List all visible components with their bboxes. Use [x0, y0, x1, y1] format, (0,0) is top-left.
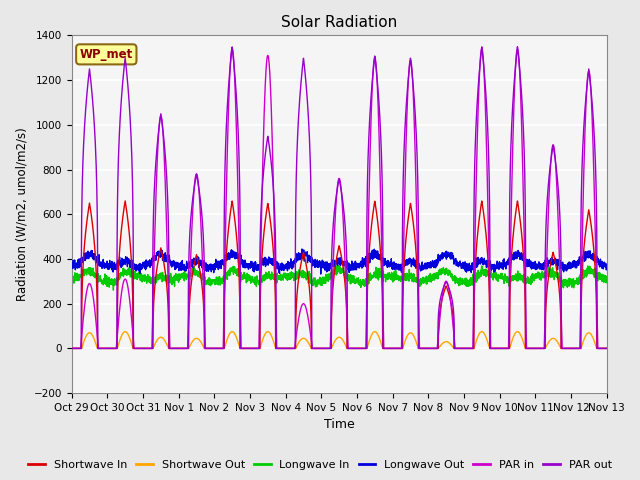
Shortwave Out: [412, 337, 419, 343]
Shortwave Out: [603, 346, 611, 351]
Line: PAR out: PAR out: [72, 47, 607, 348]
PAR in: [68, 346, 76, 351]
PAR out: [306, 147, 314, 153]
Longwave In: [109, 287, 117, 293]
Longwave Out: [412, 262, 419, 267]
PAR out: [412, 114, 419, 120]
Shortwave In: [435, 319, 443, 324]
PAR in: [603, 346, 611, 351]
PAR in: [412, 157, 419, 163]
PAR in: [306, 326, 314, 332]
PAR out: [68, 346, 76, 351]
Title: Solar Radiation: Solar Radiation: [281, 15, 397, 30]
Line: Shortwave In: Shortwave In: [72, 201, 607, 348]
Shortwave Out: [122, 329, 129, 335]
Legend: Shortwave In, Shortwave Out, Longwave In, Longwave Out, PAR in, PAR out: Shortwave In, Shortwave Out, Longwave In…: [24, 456, 616, 474]
Line: PAR in: PAR in: [72, 49, 607, 348]
Longwave In: [348, 275, 356, 281]
Shortwave Out: [136, 346, 144, 351]
Longwave In: [68, 276, 76, 282]
Longwave In: [435, 271, 443, 276]
Longwave In: [603, 278, 611, 284]
PAR out: [513, 44, 521, 49]
Longwave Out: [301, 252, 309, 258]
Longwave Out: [348, 266, 356, 272]
PAR out: [301, 72, 309, 78]
Text: WP_met: WP_met: [79, 48, 133, 61]
X-axis label: Time: Time: [324, 419, 355, 432]
Longwave In: [301, 274, 309, 279]
Shortwave In: [603, 346, 611, 351]
PAR in: [348, 346, 355, 351]
Longwave Out: [435, 257, 443, 263]
Longwave In: [306, 274, 314, 279]
Shortwave In: [136, 346, 144, 351]
Shortwave In: [348, 346, 356, 351]
Y-axis label: Radiation (W/m2, umol/m2/s): Radiation (W/m2, umol/m2/s): [15, 127, 28, 301]
Shortwave Out: [306, 343, 314, 349]
Shortwave Out: [435, 345, 443, 350]
PAR in: [301, 303, 309, 309]
Longwave Out: [317, 271, 324, 277]
Shortwave In: [306, 293, 314, 299]
Shortwave In: [122, 198, 129, 204]
Longwave Out: [603, 262, 611, 268]
Shortwave Out: [68, 346, 76, 351]
Line: Shortwave Out: Shortwave Out: [72, 332, 607, 348]
Shortwave In: [301, 258, 309, 264]
Shortwave In: [68, 346, 76, 351]
Longwave In: [335, 263, 342, 268]
Longwave Out: [136, 271, 143, 276]
PAR in: [136, 346, 143, 351]
PAR in: [513, 46, 521, 52]
PAR out: [348, 346, 355, 351]
PAR out: [435, 308, 443, 313]
Shortwave Out: [348, 346, 356, 351]
Longwave In: [136, 275, 144, 281]
Shortwave In: [412, 242, 419, 248]
PAR out: [136, 346, 143, 351]
Line: Longwave In: Longwave In: [72, 265, 607, 290]
Longwave Out: [68, 263, 76, 268]
PAR out: [603, 346, 611, 351]
Shortwave Out: [301, 336, 309, 342]
PAR in: [435, 327, 443, 333]
Longwave Out: [306, 253, 314, 259]
Line: Longwave Out: Longwave Out: [72, 249, 607, 274]
Longwave Out: [298, 246, 306, 252]
Longwave In: [412, 279, 419, 285]
